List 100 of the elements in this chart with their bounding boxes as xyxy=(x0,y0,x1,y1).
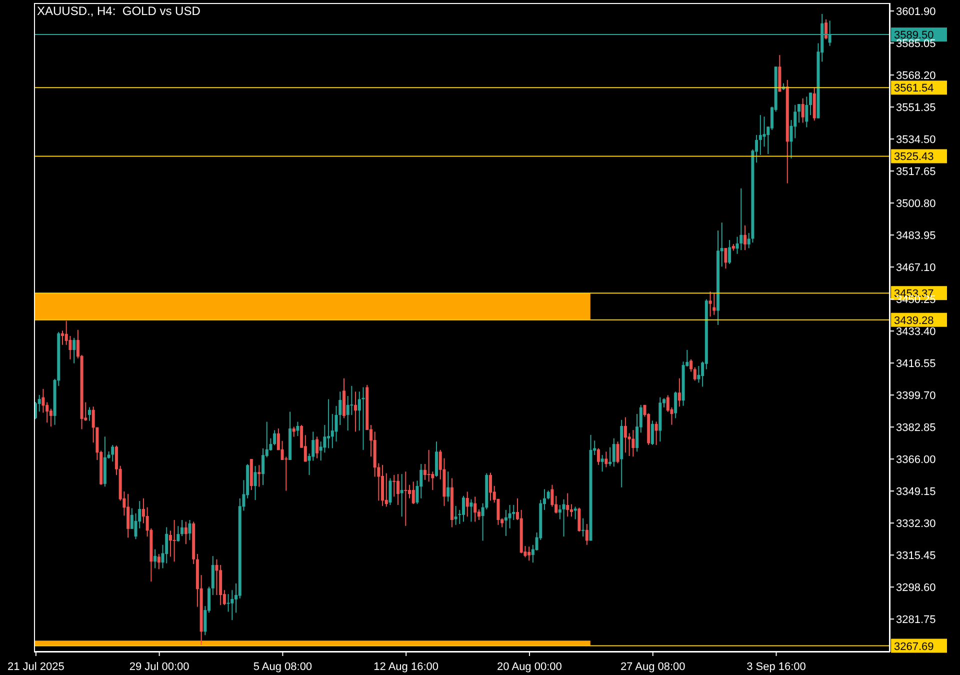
y-tick-label: 3315.45 xyxy=(896,550,936,562)
candlestick xyxy=(474,496,477,522)
candlestick xyxy=(184,521,188,545)
candlestick xyxy=(42,388,45,414)
candlestick xyxy=(180,519,184,537)
candlestick xyxy=(423,463,426,480)
candlestick xyxy=(172,519,176,562)
y-tick-label: 3601.90 xyxy=(896,6,936,18)
y-tick-label: 3551.35 xyxy=(896,102,936,114)
candlestick xyxy=(794,104,797,139)
candlestick xyxy=(743,224,746,251)
candlestick xyxy=(608,446,612,466)
y-tick-label: 3433.40 xyxy=(896,326,936,338)
candlestick xyxy=(454,505,458,526)
candlestick xyxy=(165,526,168,564)
candlestick xyxy=(427,449,430,482)
candlestick xyxy=(624,416,627,454)
x-tick-label: 29 Jul 00:00 xyxy=(129,661,190,673)
x-tick-label: 21 Jul 2025 xyxy=(7,661,64,673)
candlestick xyxy=(809,92,812,116)
candlestick xyxy=(211,556,214,596)
candlestick xyxy=(296,421,300,437)
candlestick xyxy=(674,391,678,419)
candlestick xyxy=(388,478,392,506)
candlestick xyxy=(446,471,450,502)
candlestick xyxy=(466,491,469,518)
y-tick-label: 3467.10 xyxy=(896,262,936,274)
candlestick xyxy=(678,378,681,408)
ref-line-label: 3439.28 xyxy=(894,314,934,327)
candlestick xyxy=(596,448,600,466)
y-tick-label: 3298.60 xyxy=(896,582,936,594)
candlestick xyxy=(392,474,396,498)
y-tick-label: 3382.85 xyxy=(896,422,936,434)
ref-line-label: 3525.43 xyxy=(894,151,934,164)
y-tick-label: 3500.80 xyxy=(896,198,936,210)
candlestick xyxy=(604,451,608,468)
candlestick xyxy=(566,492,570,518)
candlestick xyxy=(404,471,408,526)
candlestick xyxy=(805,96,808,128)
candlestick xyxy=(412,481,415,505)
candlestick xyxy=(562,498,566,538)
ref-line-label: 3561.54 xyxy=(894,82,934,95)
candlestick xyxy=(384,472,388,508)
x-tick-label: 5 Aug 08:00 xyxy=(253,661,312,673)
candlestick xyxy=(327,398,330,449)
candlestick xyxy=(558,504,562,520)
candlestick xyxy=(758,114,762,156)
candlestick xyxy=(88,406,91,422)
candlestick xyxy=(215,558,218,596)
candlestick xyxy=(824,18,828,40)
candlestick xyxy=(126,493,130,538)
candlestick xyxy=(728,240,732,264)
candlestick xyxy=(578,507,581,532)
y-tick-label: 3483.95 xyxy=(896,230,936,242)
chart-title: XAUUSD., H4: GOLD vs USD xyxy=(37,4,200,18)
y-tick-label: 3416.55 xyxy=(896,358,936,370)
candlestick xyxy=(797,104,800,124)
candlestick xyxy=(740,188,743,251)
candlestick xyxy=(508,504,512,529)
y-tick-label: 3281.75 xyxy=(896,614,936,626)
y-tick-label: 3366.00 xyxy=(896,454,936,466)
candlestick xyxy=(616,441,620,464)
candlestick xyxy=(585,523,588,546)
candlestick xyxy=(168,530,172,558)
candlestick xyxy=(261,448,264,486)
x-tick-label: 20 Aug 00:00 xyxy=(497,661,562,673)
candlestick xyxy=(689,358,692,372)
candlestick xyxy=(230,590,234,621)
candlestick xyxy=(400,474,404,518)
candlestick xyxy=(258,464,261,488)
candlestick xyxy=(632,429,635,458)
candlestick xyxy=(354,391,358,432)
candlestick xyxy=(504,509,508,536)
x-tick-label: 12 Aug 16:00 xyxy=(374,661,439,673)
candlestick xyxy=(600,454,604,472)
candlestick xyxy=(60,330,64,346)
candlestick xyxy=(46,402,49,424)
candlestick xyxy=(111,444,114,462)
ref-line-label: 3267.69 xyxy=(894,640,934,653)
y-tick-label: 3349.15 xyxy=(896,486,936,498)
candlestick xyxy=(72,337,76,364)
candlestick xyxy=(570,504,573,518)
candlestick xyxy=(462,495,465,522)
candlestick xyxy=(254,466,257,501)
candlestick xyxy=(488,472,492,502)
candlestick xyxy=(49,408,52,428)
candlestick xyxy=(273,430,276,446)
candlestick xyxy=(176,526,180,542)
x-tick-label: 27 Aug 08:00 xyxy=(620,661,686,673)
candlestick xyxy=(612,438,616,468)
candlestick xyxy=(154,548,157,569)
y-tick-label: 3534.50 xyxy=(896,134,936,146)
candlestick xyxy=(330,414,334,449)
candlestick xyxy=(420,463,423,499)
candlestick xyxy=(708,291,712,318)
candlestick xyxy=(396,474,400,506)
candlestick xyxy=(157,553,160,570)
candlestick xyxy=(697,365,700,384)
candlestick xyxy=(582,518,585,538)
candlestick xyxy=(292,426,296,438)
